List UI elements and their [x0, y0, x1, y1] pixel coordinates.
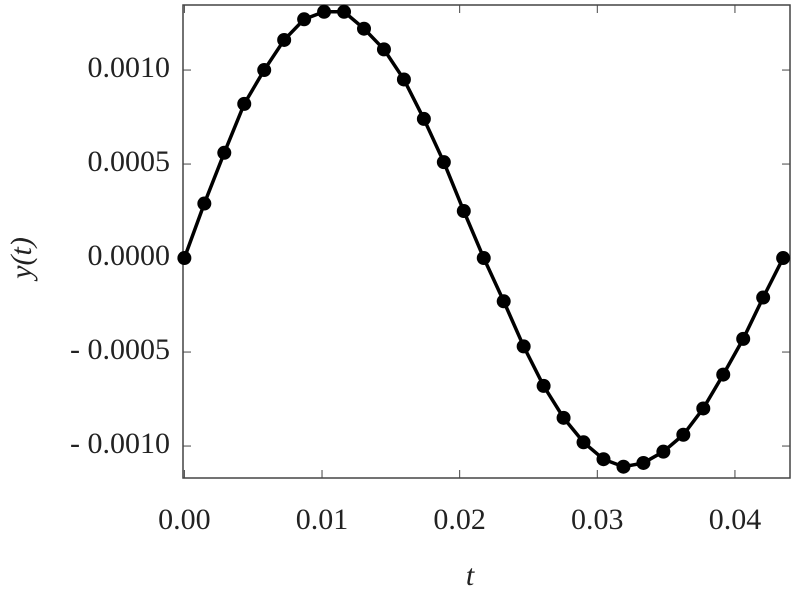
series-line — [182, 10, 785, 469]
data-point — [277, 32, 292, 47]
data-point — [616, 459, 631, 474]
data-point — [456, 204, 471, 219]
y-tick-label: 0.0000 — [88, 239, 171, 272]
data-point — [416, 111, 431, 126]
data-point — [297, 12, 312, 27]
data-point — [516, 339, 531, 354]
data-point — [716, 367, 731, 382]
data-point — [177, 251, 192, 266]
x-tick-label: 0.04 — [709, 503, 762, 536]
data-point — [476, 251, 491, 266]
y-tick-label: - 0.0010 — [70, 427, 170, 460]
data-point — [197, 196, 212, 211]
data-point — [217, 145, 232, 160]
x-tick-label: 0.00 — [158, 503, 211, 536]
data-point — [337, 4, 352, 19]
data-point — [396, 72, 411, 87]
y-tick-label: - 0.0005 — [70, 333, 170, 366]
x-tick-label: 0.01 — [296, 503, 349, 536]
data-point — [436, 155, 451, 170]
plot-frame — [182, 4, 791, 479]
data-point — [376, 42, 391, 57]
data-point — [636, 455, 651, 470]
x-tick-label: 0.03 — [571, 503, 624, 536]
x-axis-label: t — [466, 559, 475, 592]
y-tick-label: 0.0010 — [88, 51, 171, 84]
data-point — [237, 96, 252, 111]
data-point — [576, 435, 591, 450]
data-point — [356, 21, 371, 36]
data-point — [257, 63, 272, 78]
x-tick-label: 0.02 — [433, 503, 486, 536]
data-point — [656, 444, 671, 459]
data-point — [696, 401, 711, 416]
data-point — [776, 251, 791, 266]
data-point — [496, 294, 511, 309]
data-point — [596, 452, 611, 467]
data-point — [556, 410, 571, 425]
data-point — [756, 290, 771, 305]
data-point — [736, 331, 751, 346]
y-axis-label: y(t) — [5, 237, 38, 282]
data-point — [317, 4, 332, 19]
y-tick-label: 0.0005 — [88, 145, 171, 178]
data-point — [536, 378, 551, 393]
data-point — [676, 427, 691, 442]
